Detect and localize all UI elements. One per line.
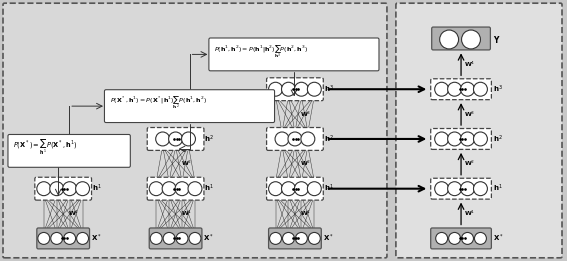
- Text: $\mathbf{X}^*$: $\mathbf{X}^*$: [91, 233, 101, 244]
- FancyBboxPatch shape: [104, 90, 274, 123]
- Circle shape: [439, 30, 459, 49]
- Circle shape: [269, 182, 282, 196]
- Circle shape: [473, 182, 488, 196]
- Circle shape: [181, 132, 196, 146]
- Circle shape: [460, 82, 475, 96]
- Circle shape: [295, 233, 307, 244]
- Circle shape: [163, 233, 175, 244]
- FancyBboxPatch shape: [266, 78, 323, 101]
- Circle shape: [460, 182, 475, 196]
- FancyBboxPatch shape: [431, 228, 492, 249]
- Circle shape: [50, 233, 63, 244]
- FancyBboxPatch shape: [266, 128, 323, 150]
- Text: $\mathbf{W}^1$: $\mathbf{W}^1$: [68, 209, 79, 218]
- Text: $P(\mathbf{X}^*,\mathbf{h}^1)=P(\mathbf{X}^*|\mathbf{h}^1)\sum_{\mathbf{h}^2}P(\: $P(\mathbf{X}^*,\mathbf{h}^1)=P(\mathbf{…: [110, 95, 207, 111]
- Circle shape: [281, 82, 295, 96]
- Text: $\mathbf{W}^3$: $\mathbf{W}^3$: [300, 109, 311, 119]
- Circle shape: [150, 233, 162, 244]
- Circle shape: [188, 182, 202, 196]
- Circle shape: [275, 132, 289, 146]
- Circle shape: [50, 182, 64, 196]
- FancyBboxPatch shape: [37, 228, 90, 249]
- Circle shape: [447, 82, 462, 96]
- FancyBboxPatch shape: [8, 134, 130, 167]
- Circle shape: [435, 182, 448, 196]
- Circle shape: [301, 132, 315, 146]
- Text: $\mathbf{h}^1$: $\mathbf{h}^1$: [493, 183, 502, 194]
- Text: $\mathbf{W}^3$: $\mathbf{W}^3$: [464, 109, 475, 119]
- FancyBboxPatch shape: [431, 128, 492, 149]
- Circle shape: [435, 132, 448, 146]
- Circle shape: [189, 233, 201, 244]
- Circle shape: [63, 182, 77, 196]
- Circle shape: [294, 82, 308, 96]
- FancyBboxPatch shape: [149, 228, 202, 249]
- FancyBboxPatch shape: [147, 177, 204, 200]
- Circle shape: [176, 233, 188, 244]
- Circle shape: [75, 182, 90, 196]
- Text: $\mathbf{h}^2$: $\mathbf{h}^2$: [493, 133, 502, 145]
- Circle shape: [281, 182, 295, 196]
- Text: $\mathbf{h}^3$: $\mathbf{h}^3$: [493, 84, 503, 95]
- Text: $\mathbf{W}^4$: $\mathbf{W}^4$: [464, 60, 476, 69]
- Circle shape: [162, 182, 176, 196]
- FancyBboxPatch shape: [396, 3, 562, 258]
- Text: $\mathbf{W}^2$: $\mathbf{W}^2$: [464, 159, 475, 168]
- Circle shape: [168, 132, 183, 146]
- Circle shape: [448, 233, 460, 244]
- Text: $\mathbf{X}^*$: $\mathbf{X}^*$: [204, 233, 214, 244]
- Text: $\mathbf{W}^1$: $\mathbf{W}^1$: [180, 209, 192, 218]
- Circle shape: [435, 82, 448, 96]
- FancyBboxPatch shape: [431, 178, 492, 199]
- Circle shape: [38, 233, 50, 244]
- Text: $\mathbf{h}^2$: $\mathbf{h}^2$: [205, 133, 214, 145]
- FancyBboxPatch shape: [3, 3, 387, 258]
- Text: $\mathbf{h}^1$: $\mathbf{h}^1$: [92, 183, 101, 194]
- Circle shape: [447, 182, 462, 196]
- Circle shape: [308, 233, 320, 244]
- Circle shape: [307, 182, 321, 196]
- Circle shape: [307, 82, 321, 96]
- Text: $\mathbf{h}^2$: $\mathbf{h}^2$: [324, 133, 333, 145]
- Circle shape: [269, 233, 281, 244]
- FancyBboxPatch shape: [147, 128, 204, 150]
- FancyBboxPatch shape: [209, 38, 379, 71]
- Text: $\mathbf{W}^2$: $\mathbf{W}^2$: [180, 159, 192, 168]
- Circle shape: [77, 233, 88, 244]
- Circle shape: [269, 82, 282, 96]
- Circle shape: [473, 82, 488, 96]
- Text: $P(\mathbf{h}^1,\mathbf{h}^2)=P(\mathbf{h}^1|\mathbf{h}^2)\sum_{\mathbf{h}^3}P(\: $P(\mathbf{h}^1,\mathbf{h}^2)=P(\mathbf{…: [214, 43, 308, 60]
- FancyBboxPatch shape: [269, 228, 321, 249]
- FancyBboxPatch shape: [431, 27, 490, 50]
- Text: $\mathbf{W}^2$: $\mathbf{W}^2$: [300, 159, 311, 168]
- Circle shape: [462, 30, 480, 49]
- Text: $P(\mathbf{X}^*)=\sum_{\mathbf{h}^1}P(\mathbf{X}^*,\mathbf{h}^1)$: $P(\mathbf{X}^*)=\sum_{\mathbf{h}^1}P(\m…: [14, 139, 78, 157]
- Circle shape: [294, 182, 308, 196]
- Circle shape: [37, 182, 50, 196]
- Circle shape: [64, 233, 75, 244]
- Text: $\mathbf{h}^1$: $\mathbf{h}^1$: [324, 183, 333, 194]
- Circle shape: [462, 233, 473, 244]
- Circle shape: [288, 132, 302, 146]
- Circle shape: [473, 132, 488, 146]
- Circle shape: [460, 132, 475, 146]
- Text: $\mathbf{h}^3$: $\mathbf{h}^3$: [324, 84, 333, 95]
- Text: $\mathbf{X}^*$: $\mathbf{X}^*$: [493, 233, 503, 244]
- Text: $\mathbf{X}^*$: $\mathbf{X}^*$: [323, 233, 333, 244]
- Circle shape: [149, 182, 163, 196]
- Text: $\mathbf{Y}$: $\mathbf{Y}$: [493, 34, 501, 45]
- Circle shape: [175, 182, 189, 196]
- Text: $\mathbf{W}^1$: $\mathbf{W}^1$: [464, 209, 475, 218]
- Circle shape: [447, 132, 462, 146]
- Circle shape: [475, 233, 486, 244]
- FancyBboxPatch shape: [431, 79, 492, 100]
- Circle shape: [282, 233, 294, 244]
- Text: $\mathbf{h}^1$: $\mathbf{h}^1$: [205, 183, 214, 194]
- Text: $\mathbf{W}^1$: $\mathbf{W}^1$: [300, 209, 311, 218]
- FancyBboxPatch shape: [35, 177, 91, 200]
- FancyBboxPatch shape: [266, 177, 323, 200]
- Circle shape: [156, 132, 170, 146]
- Circle shape: [435, 233, 447, 244]
